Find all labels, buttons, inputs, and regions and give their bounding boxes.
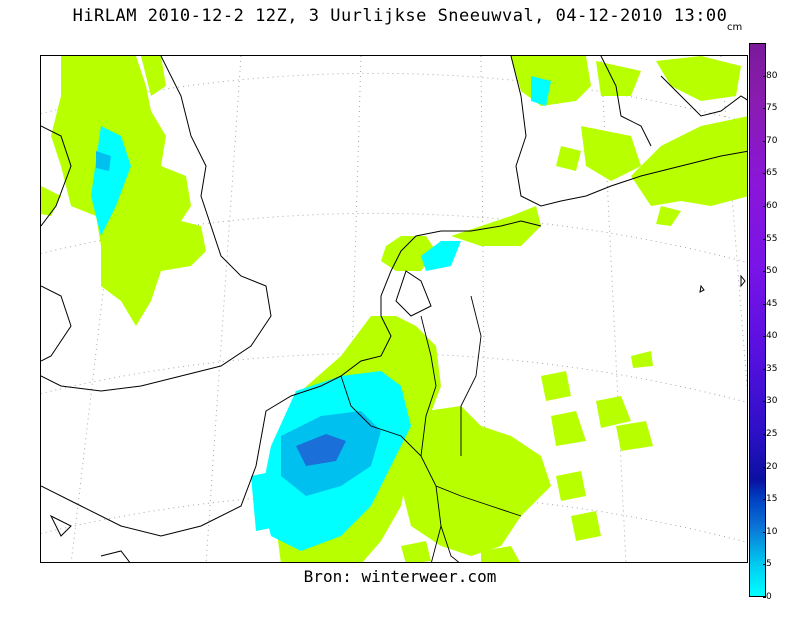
colorbar-tick-label: 0	[763, 592, 772, 602]
map-canvas	[41, 56, 747, 562]
snowfall-colorbar	[749, 43, 766, 597]
snow-max-layer	[296, 434, 346, 466]
colorbar-tick-label: 55	[762, 233, 778, 244]
colorbar-tick-label: 80	[762, 70, 778, 81]
colorbar-tick-label: 60	[762, 200, 778, 211]
colorbar-tick-label: 65	[762, 168, 778, 179]
colorbar-unit: cm	[727, 22, 743, 33]
colorbar-tick-label: 20	[762, 461, 778, 472]
colorbar-tick-label: 15	[762, 494, 778, 505]
colorbar-tick-label: 30	[762, 396, 778, 407]
colorbar-tick-label: 40	[762, 331, 778, 342]
source-credit: Bron: winterweer.com	[303, 567, 497, 586]
colorbar-tick-label: 70	[762, 135, 778, 146]
colorbar-tick-label: 75	[762, 103, 778, 114]
colorbar-tick-label: 25	[762, 429, 778, 440]
colorbar-tick-label: 35	[762, 363, 778, 374]
coastlines	[41, 56, 747, 562]
snow-light-layer	[41, 56, 747, 562]
colorbar-tick-label: 50	[762, 266, 778, 277]
colorbar-tick-label: 10	[762, 526, 778, 537]
snowfall-map	[40, 55, 748, 563]
map-title: HiRLAM 2010-12-2 12Z, 3 Uurlijkse Sneeuw…	[72, 6, 728, 26]
colorbar-tick-label: 45	[762, 298, 778, 309]
colorbar-tick-label: 5	[763, 559, 772, 570]
